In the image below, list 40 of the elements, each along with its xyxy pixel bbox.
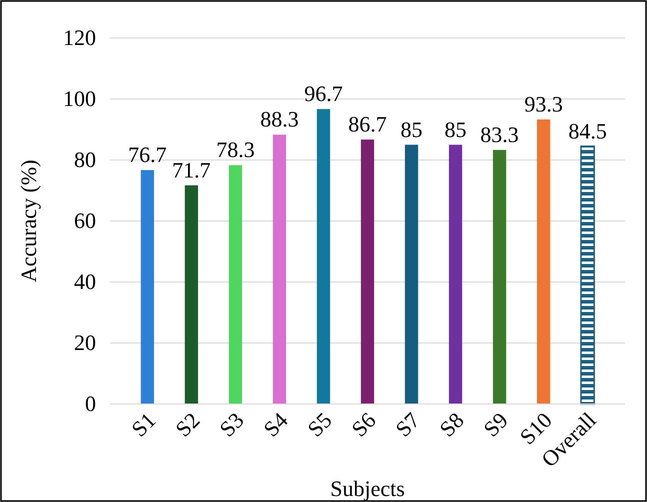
x-axis-title: Subjects [330, 476, 405, 501]
x-tick-label: S7 [390, 407, 425, 442]
y-tick-label: 0 [85, 391, 96, 416]
data-label: 85 [400, 116, 423, 142]
bar [272, 134, 286, 404]
x-tick-label: S1 [126, 407, 161, 442]
bar [580, 146, 595, 405]
y-tick-label: 60 [74, 208, 96, 234]
x-tick-label: S8 [434, 407, 469, 442]
data-label: 93.3 [524, 91, 563, 116]
x-tick-label: S6 [346, 407, 381, 442]
bar [448, 144, 462, 404]
x-tick-label: S3 [214, 407, 249, 442]
bar [404, 144, 418, 404]
y-tick-label: 100 [63, 86, 96, 112]
x-tick-label: S4 [258, 407, 293, 442]
y-tick-label: 120 [63, 25, 96, 50]
data-label: 96.7 [304, 81, 343, 106]
data-label: 86.7 [348, 112, 387, 137]
bar [360, 140, 374, 404]
data-label: 71.7 [172, 157, 211, 182]
x-tick-label: S9 [478, 407, 513, 442]
bar [536, 119, 550, 404]
bar [184, 185, 198, 404]
bar [228, 165, 242, 404]
data-label: 83.3 [480, 122, 519, 147]
bar [140, 170, 154, 404]
y-tick-label: 80 [74, 147, 96, 172]
y-tick-label: 40 [74, 269, 96, 294]
data-label: 76.7 [128, 142, 167, 168]
data-label: 88.3 [260, 106, 299, 132]
y-axis-title: Accuracy (%) [16, 160, 41, 282]
x-tick-label: S2 [170, 407, 205, 442]
y-tick-label: 20 [74, 330, 96, 356]
bar [316, 109, 330, 404]
x-tick-label: S5 [302, 407, 337, 442]
data-label: 85 [444, 116, 467, 142]
bar [492, 150, 506, 404]
data-label: 84.5 [568, 118, 607, 144]
data-label: 78.3 [216, 137, 255, 162]
